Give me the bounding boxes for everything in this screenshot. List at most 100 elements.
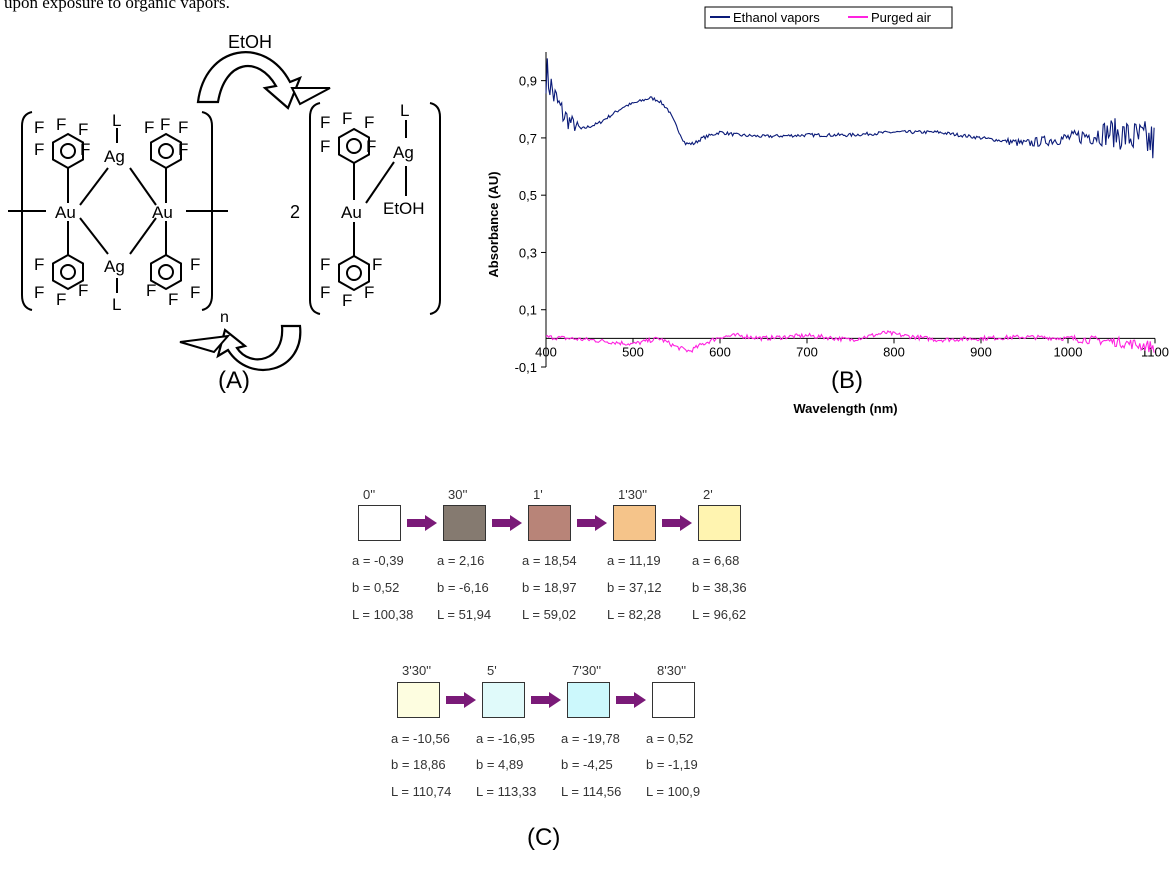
y-tick-label: -0,1	[515, 360, 537, 375]
metal-ag-top: Ag	[104, 147, 125, 166]
top-caption: upon exposure to organic vapors.	[4, 0, 230, 12]
panel-label-b: (B)	[831, 367, 863, 394]
y-tick-label: 0,3	[519, 245, 537, 260]
metal-au-left: Au	[55, 203, 76, 222]
x-tick-label: 500	[622, 344, 644, 359]
y-axis-label: Absorbance (AU)	[486, 171, 501, 277]
sequence-arrow-icon	[577, 515, 607, 531]
svg-text:F: F	[320, 113, 330, 132]
color-swatch	[698, 505, 741, 541]
bottom-cycle-arrow	[216, 324, 302, 372]
top-cycle-arrow	[196, 51, 302, 110]
value-a: a = 0,52	[646, 731, 694, 746]
metal-au-right-complex: Au	[341, 203, 362, 222]
panel-label-c: (C)	[527, 824, 561, 851]
ligand-l-right-complex: L	[400, 101, 409, 120]
time-label: 0''	[363, 487, 376, 502]
time-label: 2'	[703, 487, 713, 502]
panel-label-a: (A)	[218, 367, 250, 394]
sequence-arrow-icon	[531, 692, 561, 708]
svg-text:F: F	[342, 291, 352, 310]
color-swatch	[443, 505, 486, 541]
value-b: b = 37,12	[607, 580, 662, 595]
color-swatch	[613, 505, 656, 541]
svg-text:F: F	[178, 118, 188, 137]
time-label: 7'30''	[572, 663, 602, 678]
value-l: L = 114,56	[561, 784, 622, 799]
value-l: L = 96,62	[692, 607, 747, 622]
x-tick-label: 800	[883, 344, 905, 359]
svg-text:F: F	[34, 118, 44, 137]
sequence-arrow-icon	[662, 515, 692, 531]
svg-text:F: F	[78, 281, 88, 300]
value-l: L = 100,38	[352, 607, 414, 622]
series-line-0	[545, 58, 1155, 159]
value-b: b = -6,16	[437, 580, 489, 595]
metal-au-right: Au	[152, 203, 173, 222]
value-l: L = 82,28	[607, 607, 662, 622]
svg-text:F: F	[34, 255, 44, 274]
x-tick-label: 600	[709, 344, 731, 359]
svg-text:F: F	[160, 115, 170, 134]
bottom-arrow-label: n	[220, 309, 229, 326]
legend-label-purged-air: Purged air	[871, 10, 932, 25]
y-tick-label: 0,1	[519, 303, 537, 318]
time-label: 8'30''	[657, 663, 687, 678]
value-b: b = -4,25	[561, 757, 613, 772]
value-b: b = 38,36	[692, 580, 747, 595]
svg-text:F: F	[78, 120, 88, 139]
x-tick-label: 900	[970, 344, 992, 359]
metal-ag-bottom: Ag	[104, 257, 125, 276]
ligand-l-bottom: L	[112, 295, 121, 314]
value-a: a = 11,19	[607, 553, 661, 568]
svg-text:F: F	[168, 290, 178, 309]
y-tick-label: 0,7	[519, 131, 537, 146]
ligand-etoh-right-complex: EtOH	[383, 199, 425, 218]
value-l: L = 59,02	[522, 607, 577, 622]
svg-text:F: F	[372, 255, 382, 274]
sequence-arrow-icon	[616, 692, 646, 708]
value-b: b = -1,19	[646, 757, 698, 772]
series-line-1	[545, 329, 1155, 354]
svg-text:F: F	[190, 283, 200, 302]
value-b: b = 18,86	[391, 757, 446, 772]
time-label: 1'	[533, 487, 543, 502]
x-tick-label: 400	[535, 344, 557, 359]
time-label: 3'30''	[402, 663, 432, 678]
svg-text:F: F	[178, 140, 188, 159]
x-axis-label: Wavelength (nm)	[793, 401, 897, 416]
value-l: L = 51,94	[437, 607, 492, 622]
value-a: a = -10,56	[391, 731, 450, 746]
svg-text:F: F	[56, 290, 66, 309]
svg-text:F: F	[320, 137, 330, 156]
svg-text:F: F	[190, 255, 200, 274]
time-label: 5'	[487, 663, 497, 678]
value-a: a = 18,54	[522, 553, 577, 568]
y-tick-label: 0,5	[519, 188, 537, 203]
legend-box	[704, 6, 953, 29]
value-l: L = 110,74	[391, 784, 452, 799]
value-a: a = 6,68	[692, 553, 740, 568]
color-swatch	[482, 682, 525, 718]
svg-text:F: F	[364, 113, 374, 132]
value-l: L = 100,9	[646, 784, 701, 799]
color-swatch	[652, 682, 695, 718]
coefficient-two: 2	[290, 202, 300, 222]
x-tick-label: 700	[796, 344, 818, 359]
value-a: a = 2,16	[437, 553, 485, 568]
svg-text:F: F	[80, 140, 90, 159]
sequence-arrow-icon	[407, 515, 437, 531]
color-swatch	[397, 682, 440, 718]
svg-text:F: F	[320, 283, 330, 302]
svg-text:F: F	[342, 109, 352, 128]
color-swatch	[528, 505, 571, 541]
svg-text:F: F	[364, 283, 374, 302]
value-a: a = -0,39	[352, 553, 404, 568]
value-l: L = 113,33	[476, 784, 537, 799]
value-b: b = 18,97	[522, 580, 577, 595]
value-b: b = 4,89	[476, 757, 524, 772]
value-b: b = 0,52	[352, 580, 400, 595]
